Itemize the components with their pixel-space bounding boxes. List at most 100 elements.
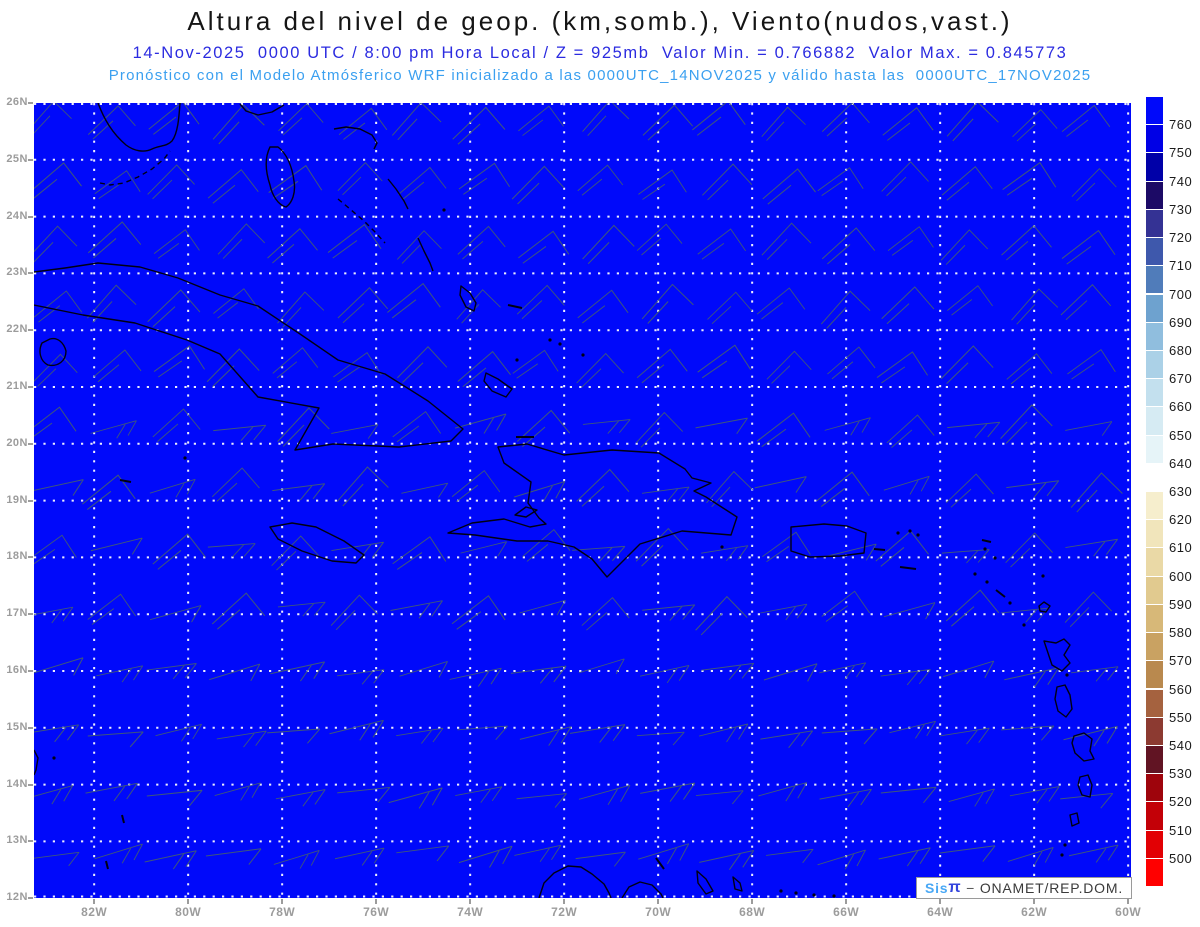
wind-barb — [390, 600, 443, 619]
lat-tick-mark — [28, 897, 33, 900]
lon-tick-label: 64W — [927, 905, 954, 919]
wind-barb — [522, 528, 571, 562]
coastline-cuba — [34, 262, 464, 451]
wind-barb — [34, 479, 84, 496]
wind-barb — [451, 595, 506, 630]
wind-barb — [391, 103, 442, 141]
wind-barb — [519, 726, 572, 746]
wind-barb — [939, 727, 990, 745]
wind-barb — [636, 731, 685, 746]
wind-barb — [87, 593, 137, 625]
wind-barb — [1011, 288, 1059, 325]
lat-tick-label: 15N — [6, 720, 28, 733]
wind-barb — [1001, 725, 1055, 741]
wind-barb — [34, 290, 83, 323]
colorbar-segment — [1146, 520, 1163, 548]
lon-tick-label: 62W — [1021, 905, 1048, 919]
lat-tick-label: 25N — [6, 152, 28, 165]
forecast-validity-line: Pronóstico con el Modelo Atmósferico WRF… — [108, 67, 1092, 84]
wind-barb — [1071, 168, 1117, 202]
wind-barb — [1070, 472, 1123, 513]
wind-barb — [272, 483, 326, 501]
wind-barb — [96, 665, 144, 683]
wind-barb — [761, 106, 806, 141]
wind-barb — [1065, 538, 1119, 557]
colorbar-label: 520 — [1169, 794, 1193, 810]
island-dot — [896, 531, 900, 535]
colorbar-legend: 760 750 740 730 720 710 700 690 680 670 660 650 640 6… — [1146, 97, 1200, 887]
colorbar-segment — [1146, 548, 1163, 576]
wind-barb — [34, 162, 82, 199]
colorbar-label: 530 — [1169, 766, 1193, 782]
wind-barb — [153, 229, 200, 259]
wind-barb — [330, 594, 379, 631]
wind-barb — [460, 541, 507, 557]
wind-barb — [883, 475, 930, 495]
wind-barb — [392, 410, 442, 443]
lon-tick-mark — [939, 899, 942, 904]
colorbar-segment — [1146, 266, 1163, 294]
lon-tick-label: 76W — [363, 905, 390, 919]
wind-barb — [149, 478, 196, 498]
colorbar-segment — [1146, 858, 1163, 886]
colorbar-segment — [1146, 407, 1163, 435]
colorbar-label: 620 — [1169, 512, 1193, 528]
wind-barb — [1061, 104, 1111, 137]
wind-barb — [34, 353, 78, 387]
wind-barb — [268, 164, 323, 199]
wind-barb — [457, 350, 511, 388]
small-island — [981, 539, 992, 543]
wind-barb — [396, 727, 444, 744]
lat-tick-mark — [28, 386, 33, 388]
small-island — [873, 548, 886, 551]
coastline-jamaica — [269, 522, 365, 564]
wind-barb — [271, 535, 319, 571]
wind-barb — [396, 845, 450, 862]
graticule — [34, 103, 1131, 898]
wind-barb — [1065, 421, 1113, 436]
lat-tick-label: 13N — [6, 834, 28, 847]
colorbar-segment — [1146, 463, 1163, 491]
wind-barb — [148, 103, 200, 135]
colorbar-segment — [1146, 350, 1163, 379]
wind-barb — [817, 849, 866, 870]
wind-barb — [701, 545, 749, 562]
lon-tick-mark — [751, 899, 754, 904]
wind-barb — [821, 590, 871, 622]
lat-tick-mark — [28, 158, 33, 161]
island-dot — [558, 342, 562, 346]
colorbar-segment — [1146, 294, 1163, 322]
colorbar-segment — [1146, 604, 1163, 633]
wind-barb — [34, 657, 84, 676]
wind-barb — [214, 782, 261, 801]
wind-barb — [762, 531, 811, 563]
colorbar-label: 730 — [1169, 201, 1193, 217]
colorbar-segment — [1146, 322, 1163, 350]
wind-barb — [947, 421, 1001, 439]
colorbar-label: 550 — [1169, 709, 1193, 725]
lat-tick-label: 14N — [6, 777, 28, 790]
coastline-dominica — [1054, 684, 1073, 718]
wind-barb — [516, 409, 571, 447]
wind-barb — [575, 851, 626, 867]
colorbar-label: 580 — [1169, 625, 1193, 641]
wind-barb — [577, 164, 624, 196]
wind-barb — [34, 534, 77, 566]
colorbar-segment — [1146, 745, 1163, 774]
wind-barb — [1063, 725, 1118, 747]
wind-barb — [153, 345, 205, 378]
wind-barb — [639, 665, 690, 684]
island-dot — [442, 208, 446, 212]
colorbar-segment — [1146, 153, 1163, 181]
lat-tick-mark — [28, 442, 33, 445]
island-dot — [973, 572, 977, 576]
map-canvas: Sis π − ONAMET/REP.DOM. — [34, 103, 1132, 899]
wind-barb — [152, 533, 206, 570]
lon-tick-mark — [375, 899, 378, 904]
wind-barb — [34, 406, 77, 442]
lon-tick-label: 68W — [739, 905, 766, 919]
wind-barb — [207, 168, 259, 204]
wind-barb — [277, 407, 330, 447]
colorbar-label: 570 — [1169, 653, 1193, 669]
wind-barb — [34, 785, 74, 805]
